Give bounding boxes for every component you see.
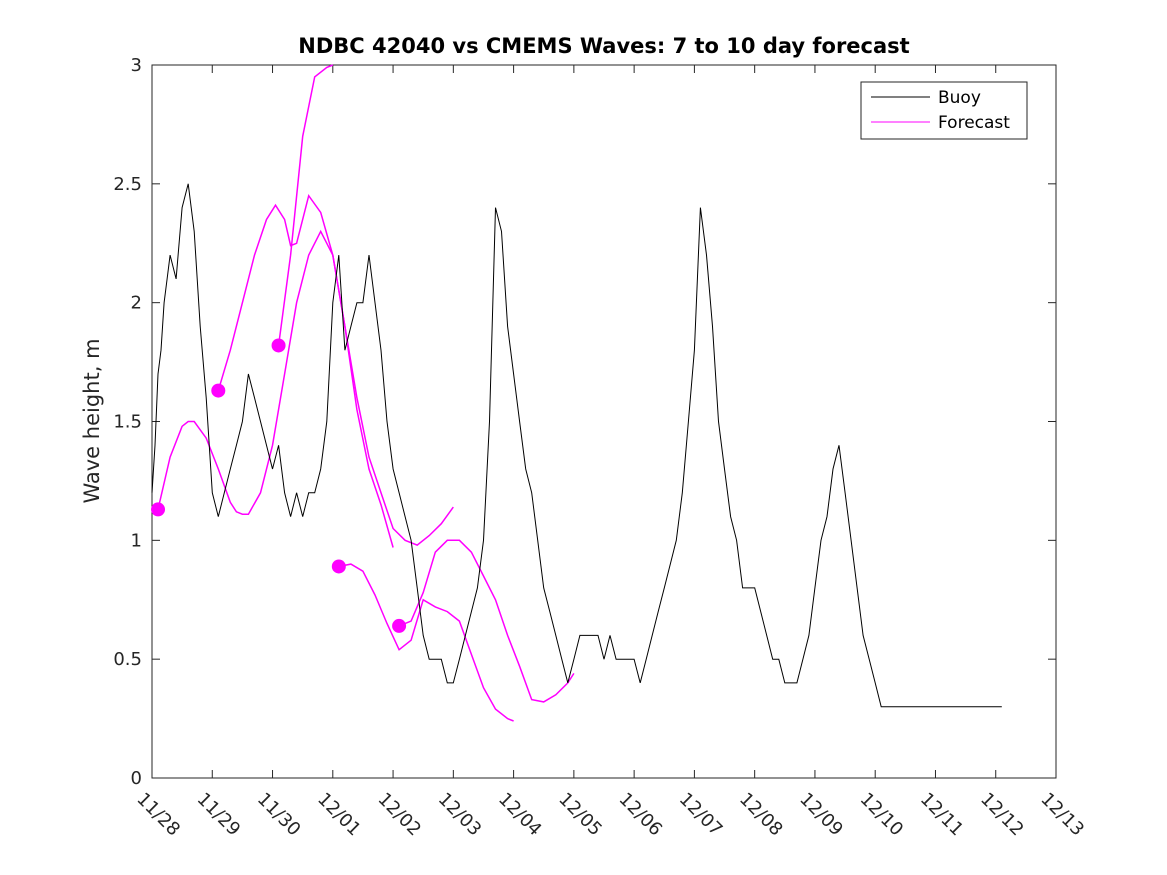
legend-buoy-label: Buoy: [938, 88, 981, 108]
series-layer: [151, 64, 1002, 722]
plot-area: [151, 64, 1057, 779]
forecast-start-marker: [331, 559, 346, 574]
y-tick-label: 0: [131, 768, 142, 789]
legend-box: [860, 81, 1028, 140]
buoy-line: [151, 183, 1002, 708]
forecast-start-marker: [392, 618, 407, 633]
y-tick-label: 3: [131, 55, 142, 76]
legend-forecast-label: Forecast: [938, 113, 1010, 133]
y-tick-label: 2.5: [113, 174, 142, 195]
forecast-line: [398, 539, 575, 703]
forecast-start-marker: [271, 338, 286, 353]
y-tick-label: 0.5: [113, 649, 142, 670]
forecast-line: [338, 563, 514, 722]
y-tick-label: 1: [131, 530, 142, 551]
forecast-start-marker: [211, 383, 226, 398]
y-tick-label: 1.5: [113, 412, 142, 433]
chart-title: NDBC 42040 vs CMEMS Waves: 7 to 10 day f…: [298, 34, 909, 58]
forecast-line: [277, 64, 334, 346]
y-axis-label: Wave height, m: [80, 338, 104, 503]
legend: Buoy Forecast: [860, 81, 1028, 140]
y-tick-label: 2: [131, 293, 142, 314]
forecast-start-marker: [151, 502, 166, 517]
